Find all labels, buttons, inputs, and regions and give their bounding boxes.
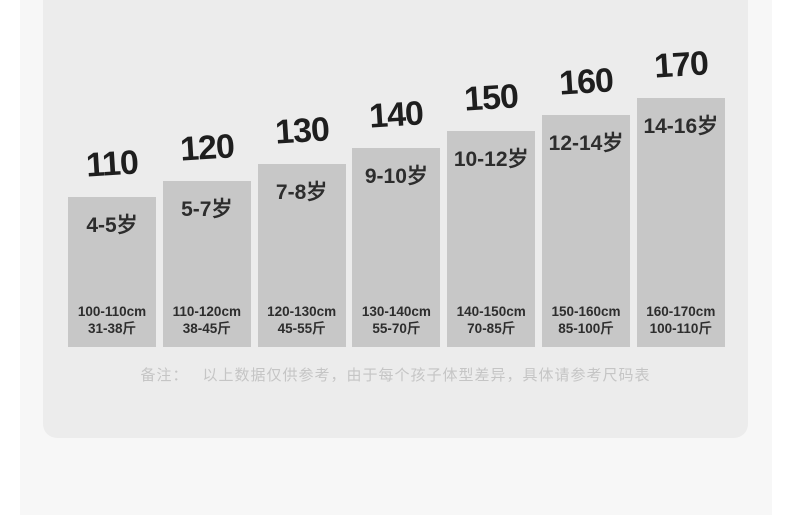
range-labels: 100-110cm 31-38斤 [68,303,156,337]
weight-range-label: 70-85斤 [467,321,516,336]
size-bar: 12-14岁 150-160cm 85-100斤 [542,114,630,347]
range-labels: 130-140cm 55-70斤 [352,303,440,337]
height-range-label: 110-120cm [172,304,241,319]
height-range-label: 140-150cm [456,304,526,319]
height-range-label: 100-110cm [77,304,147,319]
size-bar: 5-7岁 110-120cm 38-45斤 [162,180,251,347]
size-column: 130 7-8岁 120-130cm 45-55斤 [257,0,346,438]
size-chart-card: 110 4-5岁 100-110cm 31-38斤 120 5-7岁 110-1… [43,0,748,438]
size-number-label: 160 [558,60,614,103]
size-column: 150 10-12岁 140-150cm 70-85斤 [447,0,536,438]
range-labels: 150-160cm 85-100斤 [542,303,630,337]
size-number-label: 110 [84,143,140,185]
size-column: 140 9-10岁 130-140cm 55-70斤 [352,0,441,438]
size-bar: 4-5岁 100-110cm 31-38斤 [68,197,156,347]
size-number-label: 140 [368,93,425,136]
range-labels: 110-120cm 38-45斤 [163,303,251,337]
size-bar: 14-16岁 160-170cm 100-110斤 [636,98,725,347]
age-range-label: 12-14岁 [548,131,624,155]
size-column: 110 4-5岁 100-110cm 31-38斤 [68,0,156,438]
height-range-label: 130-140cm [361,304,431,319]
size-number-label: 120 [178,126,235,169]
height-range-label: 120-130cm [267,304,337,319]
range-labels: 120-130cm 45-55斤 [258,303,346,337]
height-range-label: 160-170cm [646,304,716,319]
note-label: 备注： [140,367,189,384]
weight-range-label: 31-38斤 [87,321,137,336]
size-number-label: 170 [652,44,709,86]
page-panel: 110 4-5岁 100-110cm 31-38斤 120 5-7岁 110-1… [20,0,772,515]
weight-range-label: 45-55斤 [277,321,326,336]
size-column: 170 14-16岁 160-170cm 100-110斤 [636,0,725,438]
age-range-label: 4-5岁 [86,214,138,237]
age-range-label: 10-12岁 [453,148,529,171]
range-labels: 160-170cm 100-110斤 [637,303,725,337]
age-range-label: 7-8岁 [275,181,328,204]
range-labels: 140-150cm 70-85斤 [447,303,535,337]
size-bar: 9-10岁 130-140cm 55-70斤 [352,147,441,347]
age-range-label: 9-10岁 [364,164,428,188]
size-bar: 10-12岁 140-150cm 70-85斤 [447,131,536,347]
reference-note: 备注： 以上数据仅供参考，由于每个孩子体型差异，具体请参考尺码表 [43,364,748,385]
size-column: 120 5-7岁 110-120cm 38-45斤 [162,0,251,438]
weight-range-label: 38-45斤 [182,321,231,336]
age-range-label: 14-16岁 [643,115,719,138]
size-bar: 7-8岁 120-130cm 45-55斤 [257,164,346,347]
weight-range-label: 100-110斤 [649,321,712,336]
height-range-label: 150-160cm [551,304,621,319]
size-column: 160 12-14岁 150-160cm 85-100斤 [542,0,630,438]
weight-range-label: 85-100斤 [558,321,614,336]
weight-range-label: 55-70斤 [372,321,421,336]
note-text: 以上数据仅供参考，由于每个孩子体型差异，具体请参考尺码表 [202,367,651,384]
size-number-label: 150 [463,77,520,119]
size-number-label: 130 [273,110,330,152]
age-range-label: 5-7岁 [181,197,233,221]
